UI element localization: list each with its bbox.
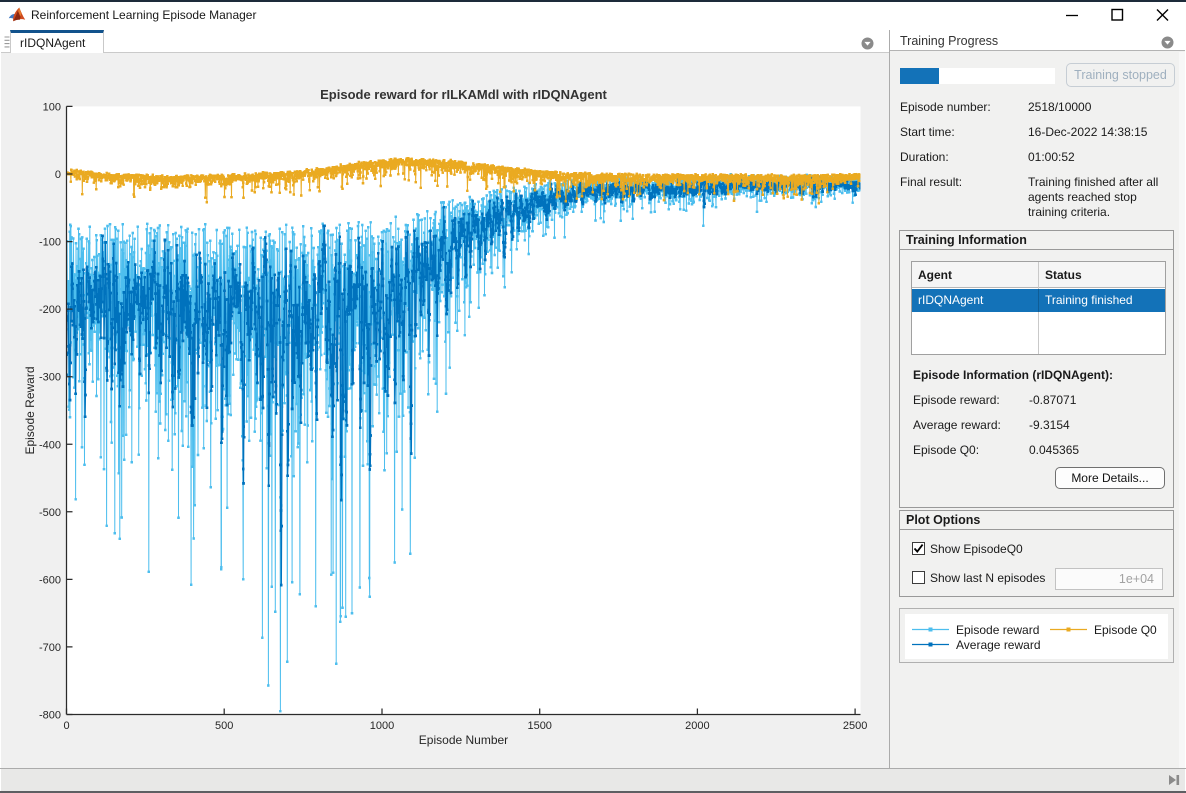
svg-text:2500: 2500	[843, 720, 867, 732]
svg-text:Episode Q0: Episode Q0	[1094, 623, 1157, 637]
svg-text:Episode Reward: Episode Reward	[23, 366, 37, 454]
svg-text:0: 0	[63, 720, 69, 732]
svg-text:-600: -600	[39, 574, 61, 586]
svg-text:-400: -400	[39, 439, 61, 451]
svg-text:500: 500	[215, 720, 233, 732]
svg-text:-100: -100	[39, 237, 61, 249]
svg-text:1500: 1500	[527, 720, 551, 732]
svg-text:-300: -300	[39, 372, 61, 384]
svg-text:-800: -800	[39, 710, 61, 722]
svg-text:1000: 1000	[370, 720, 394, 732]
svg-text:-200: -200	[39, 304, 61, 316]
svg-text:100: 100	[43, 101, 61, 113]
svg-text:Episode Number: Episode Number	[419, 733, 508, 747]
svg-text:-500: -500	[39, 507, 61, 519]
svg-text:0: 0	[55, 169, 61, 181]
svg-text:Episode reward for rILKAMdl wi: Episode reward for rILKAMdl with rIDQNAg…	[320, 87, 607, 102]
svg-text:-700: -700	[39, 642, 61, 654]
svg-text:Episode reward: Episode reward	[956, 623, 1039, 637]
svg-text:2000: 2000	[685, 720, 709, 732]
svg-text:Average reward: Average reward	[956, 638, 1041, 652]
